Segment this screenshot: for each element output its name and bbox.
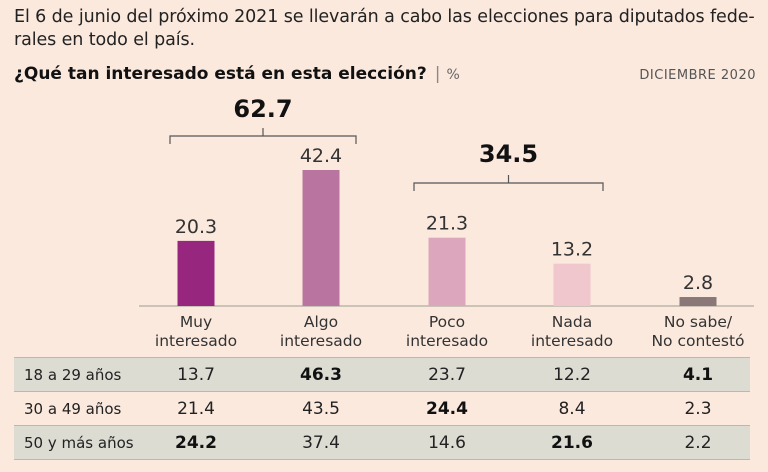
table-cell: 23.7 [428,364,466,385]
unit-label: % [446,67,460,83]
category-label: Algo [304,313,338,331]
table-row: 18 a 29 años 13.7 46.3 23.7 12.2 4.1 [14,357,750,391]
bar [679,297,717,306]
group-total-label: 62.7 [233,95,292,123]
category-label: interesado [406,332,488,350]
category-label: interesado [531,332,613,350]
age-group-label: 18 a 29 años [24,365,122,384]
question-text: ¿Qué tan interesado está en esta elecció… [14,64,427,84]
bar-value-label: 21.3 [426,213,468,235]
chart-question: ¿Qué tan interesado está en esta elecció… [14,64,460,84]
age-group-label: 30 a 49 años [24,399,122,418]
table-cell: 8.4 [558,398,586,419]
age-breakdown-table: 18 a 29 años 13.7 46.3 23.7 12.2 4.1 30 a 49 a… [14,357,750,460]
category-label: No sabe/ [664,313,733,331]
bar-chart: 20.3Muyinteresado42.4Algointeresado21.3P… [139,95,754,350]
table-cell: 24.2 [175,432,217,453]
bar [428,237,466,306]
bar-value-label: 13.2 [551,239,593,261]
category-label: No contestó [651,332,744,350]
category-label: Nada [552,313,592,331]
category-label: Poco [429,313,465,331]
table-cell: 21.4 [177,398,215,419]
group-total-label: 34.5 [479,140,538,168]
bar-value-label: 42.4 [300,145,342,167]
bar-value-label: 2.8 [683,272,713,294]
bar-value-label: 20.3 [175,216,217,238]
table-cell: 12.2 [553,364,591,385]
table-cell: 24.4 [426,398,468,419]
bar [177,240,215,306]
category-label: interesado [280,332,362,350]
table-cell: 14.6 [428,432,466,453]
category-label: Muy [180,313,212,331]
date-label: DICIEMBRE 2020 [639,68,756,83]
table-row: 30 a 49 años 21.4 43.5 24.4 8.4 2.3 [14,391,750,425]
intro-text: El 6 de junio del próximo 2021 se llevar… [14,7,755,50]
table-cell: 2.3 [684,398,712,419]
table-row: 50 y más años 24.2 37.4 14.6 21.6 2.2 [14,425,750,460]
table-cell: 21.6 [551,432,593,453]
table-cell: 43.5 [302,398,340,419]
bar [553,263,591,306]
separator: | [434,64,441,84]
group-bracket [413,175,604,191]
category-label: interesado [155,332,237,350]
table-cell: 37.4 [302,432,340,453]
age-group-label: 50 y más años [24,433,134,452]
bar [302,170,340,306]
table-cell: 2.2 [684,432,712,453]
group-bracket [169,128,357,144]
table-cell: 46.3 [300,364,342,385]
table-cell: 13.7 [177,364,215,385]
table-cell: 4.1 [682,364,714,385]
